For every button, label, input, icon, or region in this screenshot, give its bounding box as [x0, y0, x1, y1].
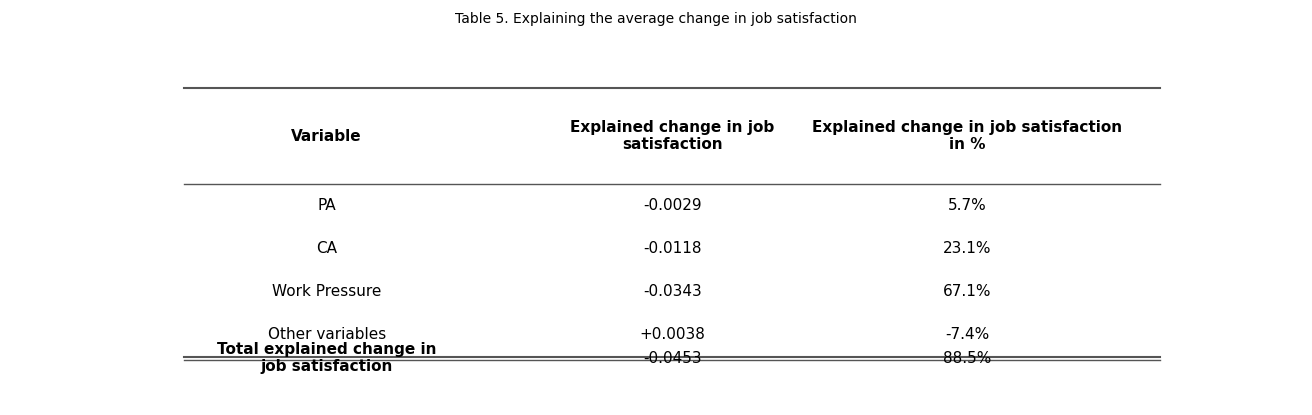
Text: 23.1%: 23.1% [943, 241, 992, 256]
Text: 5.7%: 5.7% [947, 198, 987, 213]
Text: Explained change in job satisfaction
in %: Explained change in job satisfaction in … [812, 120, 1122, 152]
Text: PA: PA [318, 198, 336, 213]
Text: 67.1%: 67.1% [943, 284, 992, 299]
Text: Total explained change in
job satisfaction: Total explained change in job satisfacti… [216, 342, 437, 374]
Text: +0.0038: +0.0038 [639, 327, 706, 342]
Text: -0.0343: -0.0343 [643, 284, 702, 299]
Text: -0.0453: -0.0453 [643, 351, 702, 366]
Text: Variable: Variable [291, 129, 362, 144]
Text: -0.0029: -0.0029 [643, 198, 702, 213]
Text: CA: CA [316, 241, 337, 256]
Text: Work Pressure: Work Pressure [272, 284, 382, 299]
Text: Other variables: Other variables [268, 327, 386, 342]
Text: -7.4%: -7.4% [945, 327, 989, 342]
Text: Table 5. Explaining the average change in job satisfaction: Table 5. Explaining the average change i… [455, 12, 857, 27]
Text: 88.5%: 88.5% [943, 351, 992, 366]
Text: Explained change in job
satisfaction: Explained change in job satisfaction [571, 120, 774, 152]
Text: -0.0118: -0.0118 [643, 241, 702, 256]
